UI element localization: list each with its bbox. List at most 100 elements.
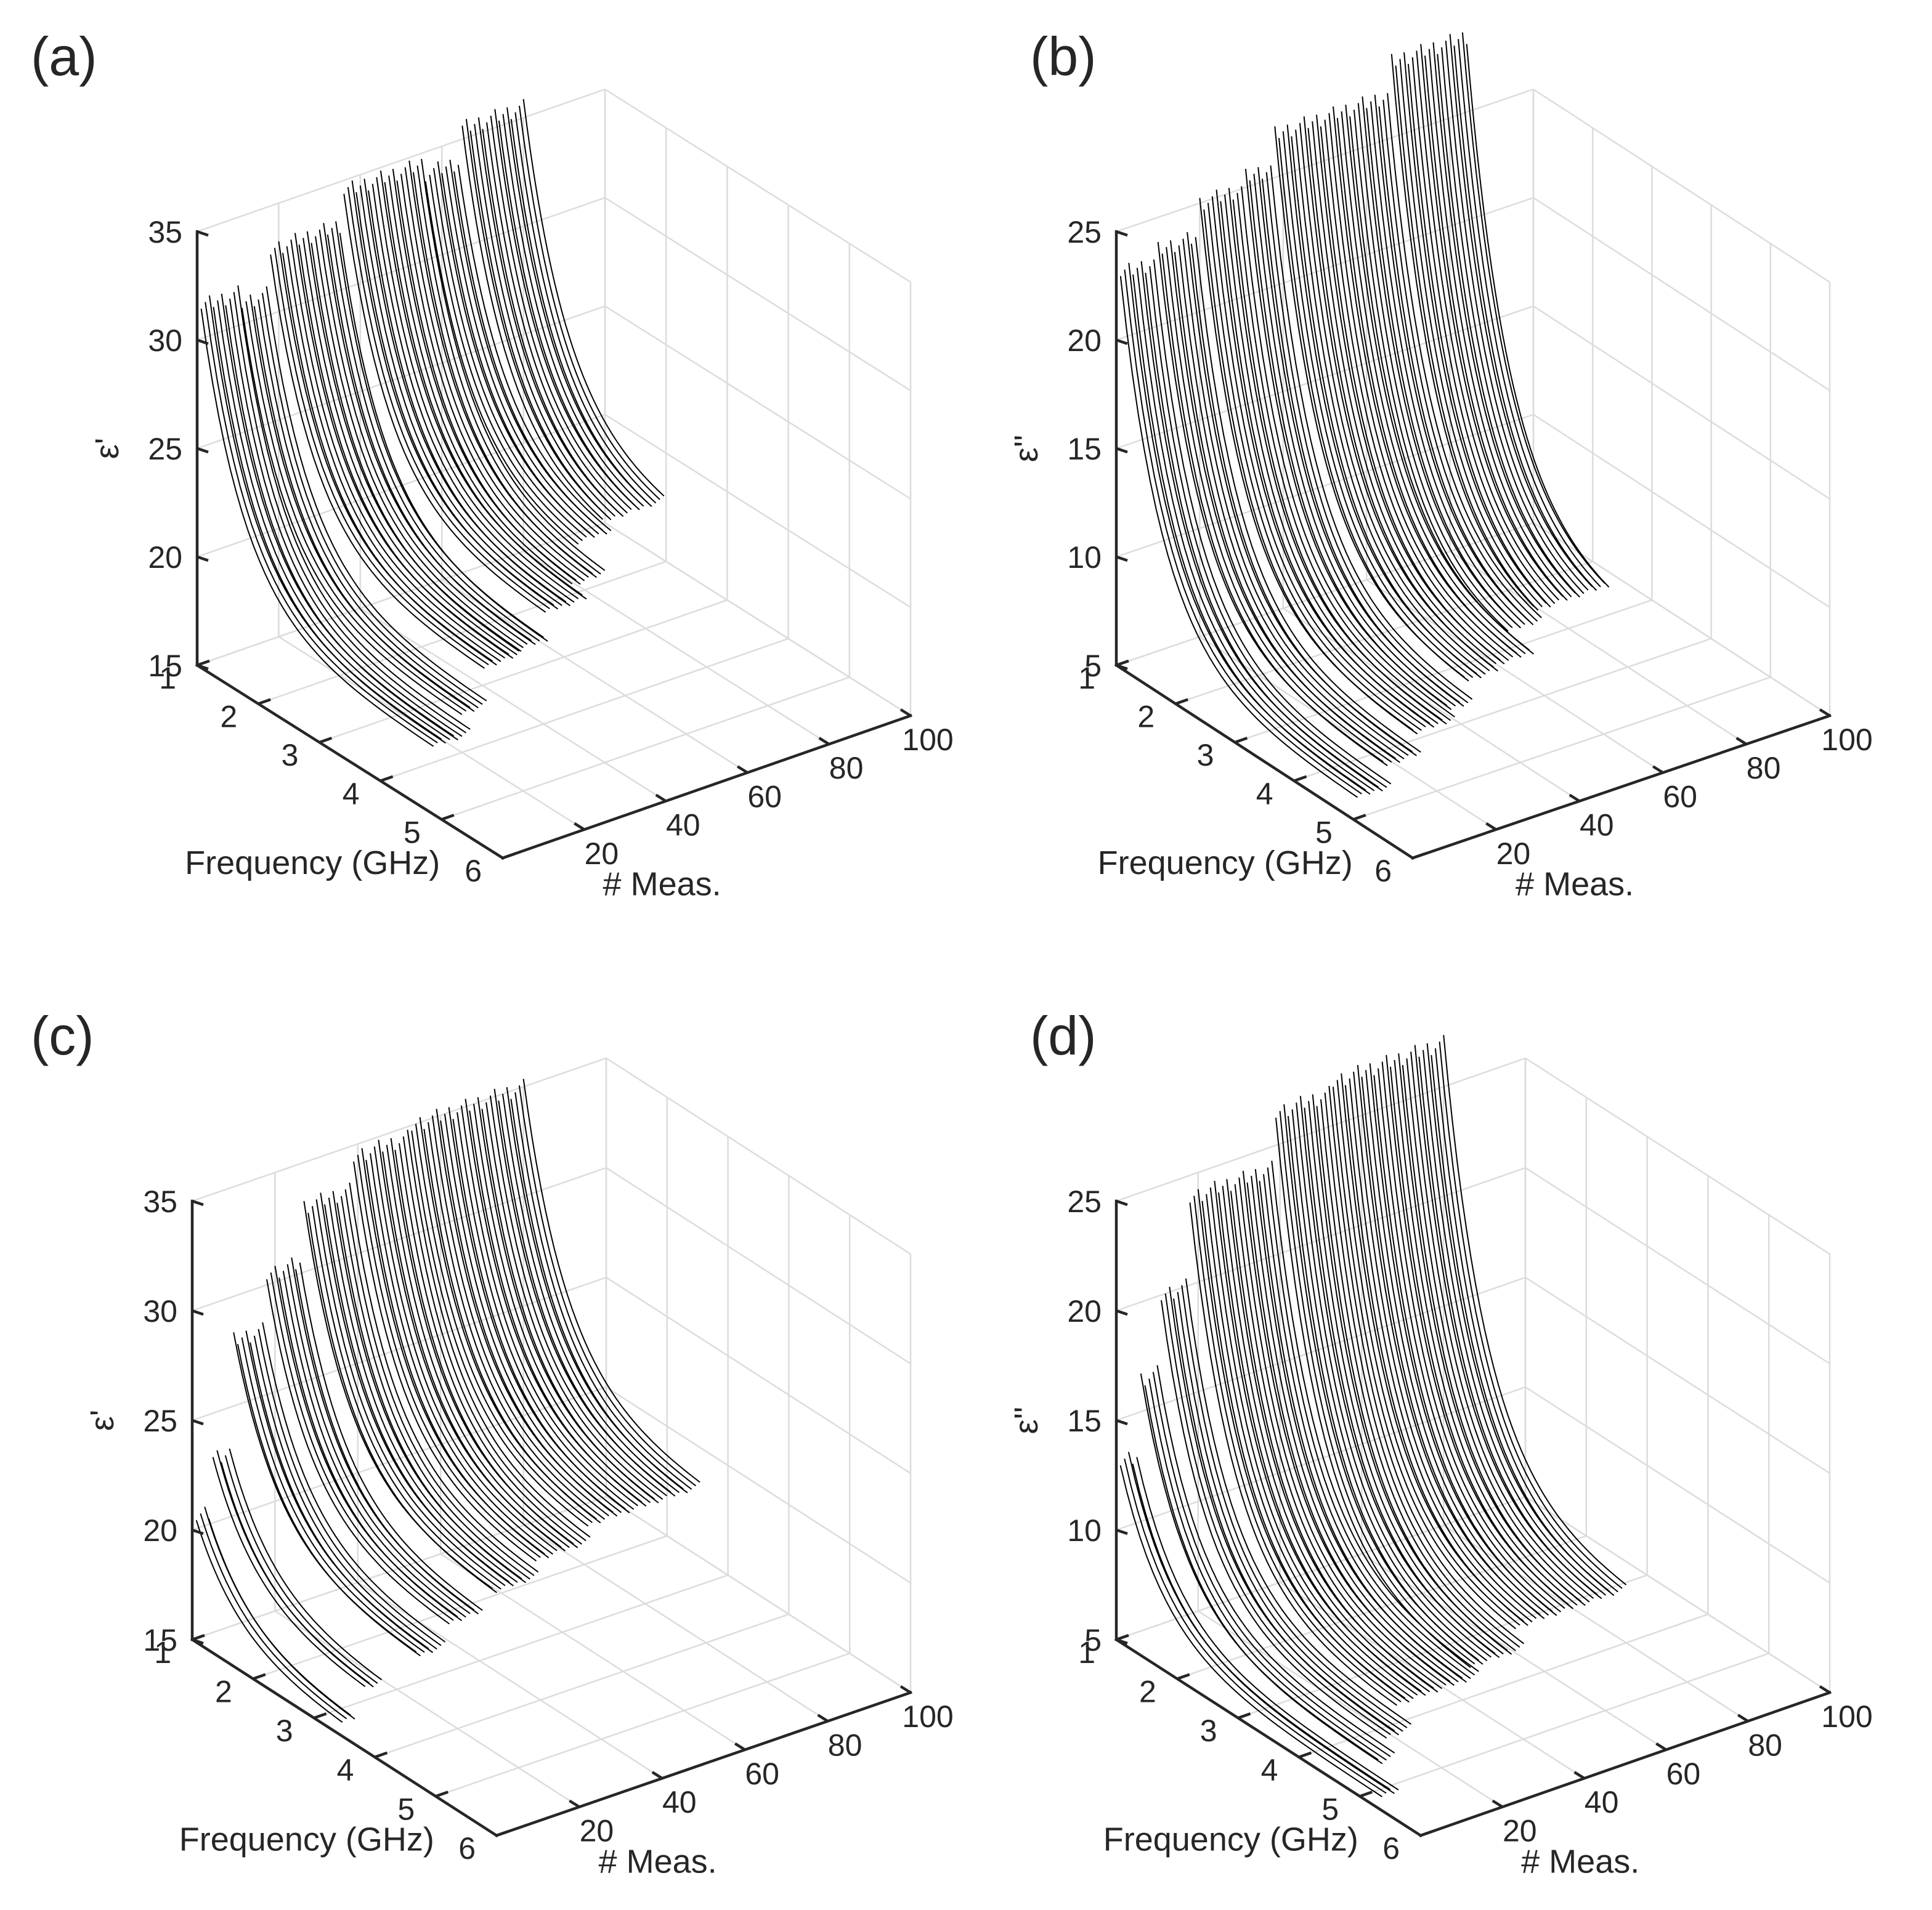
floor-gridline-meas xyxy=(1198,1610,1503,1808)
wall-gridline-z xyxy=(192,1386,607,1531)
frequency-tick-label: 2 xyxy=(1139,1675,1156,1709)
series-line xyxy=(428,1122,606,1520)
series-line xyxy=(1136,1457,1399,1791)
wall-gridline-z xyxy=(1525,1276,1830,1475)
floor-gridline-meas xyxy=(1199,636,1497,830)
series-line xyxy=(1211,196,1426,727)
frequency-tick-label: 3 xyxy=(282,738,299,772)
series-line xyxy=(1291,1109,1488,1662)
value-tick-label: 35 xyxy=(143,1184,177,1219)
series-line xyxy=(307,1212,497,1593)
series-line xyxy=(1234,1184,1443,1689)
value-tick-label: 10 xyxy=(1067,540,1102,575)
floor-gridline-freq xyxy=(258,560,667,705)
series-line xyxy=(359,185,562,606)
frequency-axis-label: Frequency (GHz) xyxy=(1103,1821,1358,1858)
series-line xyxy=(433,168,587,538)
floor-gridline-meas xyxy=(357,1582,663,1779)
frequency-tick-label: 4 xyxy=(343,777,360,811)
meas-tick xyxy=(655,793,667,803)
series-line xyxy=(1265,172,1469,703)
meas-axis xyxy=(1419,1691,1832,1837)
floor-gridline-freq xyxy=(1359,1653,1769,1797)
series-line xyxy=(370,1153,553,1555)
wall-gridline-z xyxy=(197,305,606,450)
meas-axis-label: # Meas. xyxy=(599,1843,717,1880)
series-line xyxy=(1328,113,1514,658)
meas-tick-label: 40 xyxy=(1580,808,1614,843)
series-line xyxy=(224,1455,378,1684)
series-line xyxy=(457,164,612,532)
wall-gridline-z xyxy=(192,1495,607,1641)
series-line xyxy=(1407,63,1551,608)
series-line xyxy=(1437,54,1580,598)
frequency-tick-label: 6 xyxy=(458,1831,476,1866)
frequency-tick-label: 2 xyxy=(215,1675,232,1709)
series-line xyxy=(1357,103,1513,628)
value-tick xyxy=(1116,338,1128,346)
meas-tick-label: 100 xyxy=(902,1699,953,1734)
frequency-tick-label: 3 xyxy=(1197,738,1214,772)
wall-gridline-z xyxy=(197,88,606,233)
series-line xyxy=(1308,1101,1504,1655)
wall-gridline-z xyxy=(1116,1495,1526,1641)
wall-gridline-z xyxy=(192,1167,607,1312)
floor-gridline-meas xyxy=(522,1524,829,1722)
meas-tick xyxy=(651,1771,663,1780)
meas-tick-labels: 20 40 60 80 100 xyxy=(1503,1699,1873,1848)
series-line xyxy=(519,105,660,500)
series-line xyxy=(270,254,485,669)
series-line xyxy=(376,177,579,599)
frequency-tick-labels: 1 2 3 4 5 6 xyxy=(159,661,482,888)
meas-tick xyxy=(1573,1771,1585,1780)
series-line xyxy=(237,285,471,730)
series-line xyxy=(522,1078,700,1483)
value-axis-label: ε'' xyxy=(1008,1407,1045,1435)
value-tick xyxy=(1116,447,1128,454)
series-line xyxy=(1295,129,1486,675)
series-line xyxy=(1201,1200,1410,1703)
meas-tick-label: 60 xyxy=(745,1757,779,1791)
series-line xyxy=(278,241,493,662)
series-line xyxy=(200,308,434,747)
series-line xyxy=(1253,174,1456,707)
series-line xyxy=(1241,186,1455,718)
series-line xyxy=(481,1109,659,1503)
grid xyxy=(1115,88,1831,859)
value-tick xyxy=(1116,1199,1128,1207)
series-line xyxy=(1238,1177,1447,1686)
series-line xyxy=(1389,1066,1573,1609)
series-line xyxy=(299,1262,483,1611)
meas-tick xyxy=(1735,737,1747,746)
series-line xyxy=(355,192,559,610)
floor-gridline-freq xyxy=(314,1574,729,1719)
series-line xyxy=(1365,1070,1549,1616)
series-line xyxy=(1246,1182,1455,1686)
frequency-tick xyxy=(496,1829,509,1837)
series-line xyxy=(1190,243,1417,756)
floor-gridline-meas xyxy=(1361,1553,1667,1750)
series-line xyxy=(245,1330,429,1649)
frequency-tick-label: 5 xyxy=(1315,815,1333,849)
series-line xyxy=(1124,269,1362,795)
value-tick xyxy=(192,1528,204,1536)
value-tick xyxy=(197,230,209,237)
series-line xyxy=(253,306,475,712)
meas-tick-label: 100 xyxy=(1821,722,1872,757)
wall-gridline-z xyxy=(1525,1495,1830,1694)
series-line xyxy=(1332,1087,1516,1630)
frequency-tick-label: 5 xyxy=(404,815,421,849)
series-line xyxy=(1411,57,1556,604)
series-line xyxy=(340,1196,530,1580)
series-line xyxy=(331,228,540,642)
value-tick-label: 25 xyxy=(1067,215,1102,249)
series-line xyxy=(262,1322,446,1643)
series-line xyxy=(1449,34,1593,588)
frequency-tick xyxy=(1116,1633,1129,1641)
series-line xyxy=(1136,267,1375,791)
frequency-tick-labels: 1 2 3 4 5 6 xyxy=(154,1635,476,1866)
series-line xyxy=(396,180,581,585)
series-line xyxy=(1148,1378,1387,1761)
frequency-axis xyxy=(1114,1637,1423,1838)
series-line xyxy=(261,293,483,705)
